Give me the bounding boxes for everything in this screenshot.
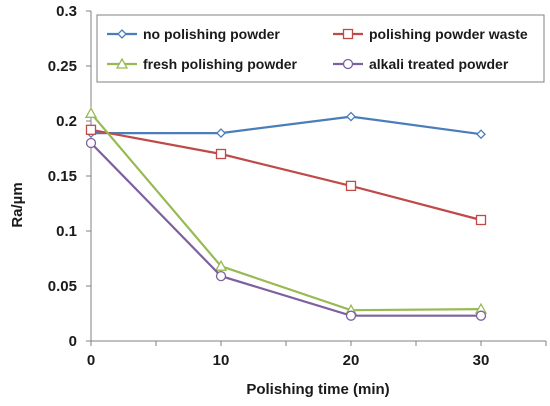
- legend-item: no polishing powder: [107, 26, 280, 42]
- data-point: [84, 106, 98, 118]
- legend-marker: [342, 28, 354, 40]
- x-tick-label: 0: [87, 352, 95, 369]
- legend-marker: [115, 57, 129, 69]
- legend-box: [96, 14, 545, 83]
- data-point: [215, 148, 227, 160]
- y-tick-label: 0.2: [56, 113, 77, 130]
- y-tick-label: 0.1: [56, 223, 77, 240]
- legend-marker: [117, 29, 127, 39]
- x-tick-label: 30: [473, 352, 490, 369]
- data-point: [345, 180, 357, 192]
- data-point: [345, 310, 357, 321]
- data-point: [475, 310, 487, 321]
- legend-marker: [342, 58, 354, 70]
- data-point: [346, 111, 356, 122]
- x-axis-title: Polishing time (min): [246, 381, 389, 398]
- series-square: [85, 124, 487, 226]
- y-tick-label: 0: [69, 333, 77, 350]
- series-circle: [85, 137, 487, 321]
- y-tick-label: 0.3: [56, 3, 77, 20]
- y-axis-ticks: 0 0.05 0.1 0.15 0.2 0.25 0.3: [48, 3, 91, 350]
- legend-item: polishing powder waste: [333, 26, 528, 42]
- series-line: [90, 112, 482, 312]
- series-layer: [84, 106, 488, 321]
- y-tick-label: 0.05: [48, 278, 77, 295]
- y-axis-title: Ra/µm: [9, 182, 26, 227]
- data-point: [214, 259, 228, 271]
- data-point: [215, 270, 227, 282]
- data-point: [476, 129, 486, 140]
- data-point: [216, 128, 226, 139]
- series-line: [91, 115, 482, 136]
- series-line: [90, 128, 482, 222]
- legend-item: alkali treated powder: [333, 56, 509, 72]
- legend: no polishing powder polishing powder wast…: [96, 14, 545, 83]
- legend-label: alkali treated powder: [369, 56, 509, 72]
- x-axis-ticks: 0 10 20 30: [87, 341, 547, 369]
- x-tick-label: 10: [213, 352, 230, 369]
- legend-label: no polishing powder: [143, 26, 280, 42]
- legend-label: fresh polishing powder: [143, 56, 298, 72]
- data-point: [85, 137, 97, 149]
- data-point: [85, 124, 97, 135]
- data-point: [475, 214, 487, 226]
- legend-item: fresh polishing powder: [107, 56, 298, 72]
- y-tick-label: 0.15: [48, 168, 77, 185]
- series-diamond: [86, 111, 486, 140]
- y-tick-label: 0.25: [48, 58, 77, 75]
- x-tick-label: 20: [343, 352, 360, 369]
- legend-label: polishing powder waste: [369, 26, 528, 42]
- series-line: [90, 142, 481, 317]
